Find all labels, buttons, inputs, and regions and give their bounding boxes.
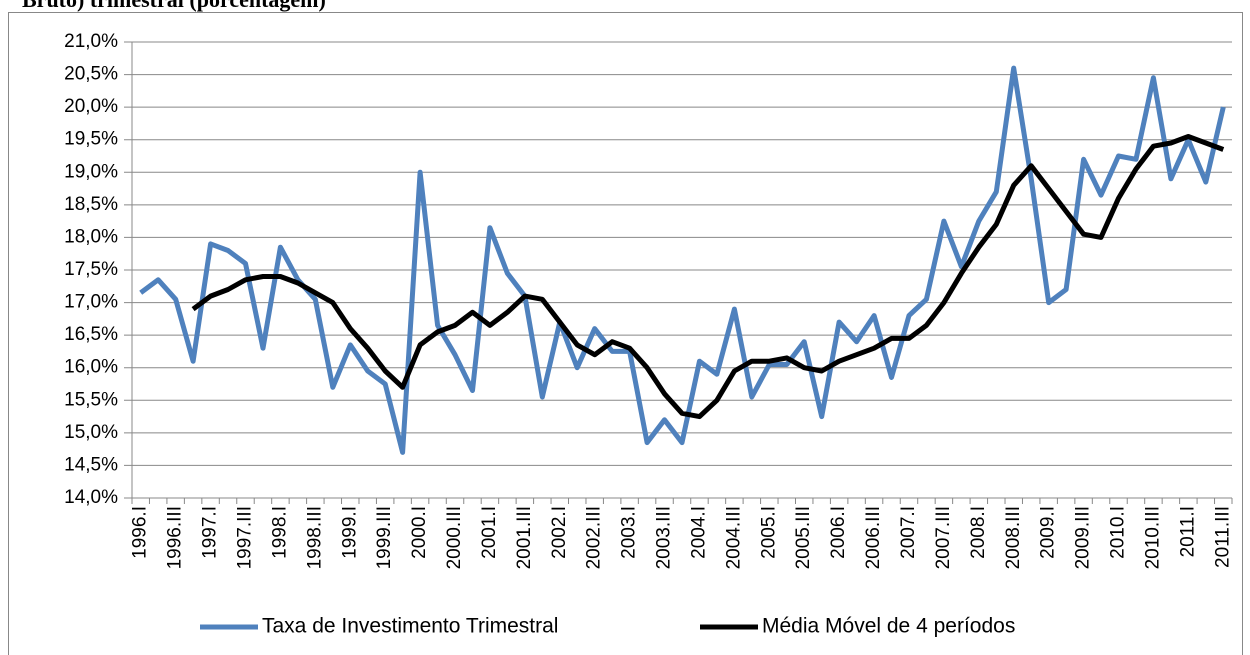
y-tick-label: 19,0%: [64, 161, 118, 182]
legend-label: Taxa de Investimento Trimestral: [262, 615, 558, 638]
x-tick-label: 2003.I: [619, 506, 640, 559]
x-tick-label: 2001.III: [514, 506, 535, 569]
x-tick-label: 1999.I: [339, 506, 360, 559]
x-tick-label: 1999.III: [374, 506, 395, 569]
x-tick-label: 2010.III: [1142, 506, 1163, 569]
y-tick-label: 19,5%: [64, 129, 118, 150]
y-tick-label: 20,0%: [64, 96, 118, 117]
y-tick-label: 14,0%: [64, 487, 118, 508]
x-tick-label: 1996.III: [165, 506, 186, 569]
x-tick-label: 2003.III: [654, 506, 675, 569]
series-line: [191, 134, 1225, 420]
x-tick-label: 2006.I: [828, 506, 849, 559]
x-tick-label: 2010.I: [1108, 506, 1129, 559]
y-tick-label: 20,5%: [64, 64, 118, 85]
x-tick-label: 1997.I: [200, 506, 221, 559]
x-tick-label: 2002.III: [584, 506, 605, 569]
x-tick-label: 1998.I: [269, 506, 290, 559]
legend-label: Média Móvel de 4 períodos: [762, 615, 1015, 638]
x-tick-label: 2009.III: [1073, 506, 1094, 569]
y-tick-label: 16,0%: [64, 357, 118, 378]
x-tick-label: 2006.III: [863, 506, 884, 569]
y-tick-label: 18,0%: [64, 226, 118, 247]
y-tick-label: 21,0%: [64, 31, 118, 52]
y-tick-label: 18,5%: [64, 194, 118, 215]
x-tick-label: 2005.III: [793, 506, 814, 569]
x-tick-label: 2000.I: [409, 506, 430, 559]
x-tick-label: 2008.III: [1003, 506, 1024, 569]
y-tick-label: 17,0%: [64, 292, 118, 313]
x-tick-label: 1996.I: [130, 506, 151, 559]
x-tick-label: 2011.I: [1177, 506, 1198, 557]
x-tick-label: 1997.III: [235, 506, 256, 569]
y-tick-label: 15,0%: [64, 422, 118, 443]
y-tick-label: 14,5%: [64, 454, 118, 475]
x-tick-label: 2001.I: [479, 506, 500, 559]
x-tick-label: 1998.III: [304, 506, 325, 569]
x-tick-label: 2004.I: [688, 506, 709, 559]
x-tick-label: 2009.I: [1038, 506, 1059, 559]
chart-border: [8, 12, 1243, 655]
y-tick-label: 16,5%: [64, 324, 118, 345]
x-tick-label: 2002.I: [549, 506, 570, 559]
x-tick-label: 2011.III: [1212, 506, 1233, 568]
series-line: [139, 65, 1226, 455]
x-tick-label: 2007.I: [898, 506, 919, 559]
x-tick-label: 2008.I: [968, 506, 989, 559]
x-tick-label: 2005.I: [758, 506, 779, 559]
y-tick-label: 15,5%: [64, 389, 118, 410]
x-tick-label: 2007.III: [933, 506, 954, 569]
x-tick-label: 2004.III: [723, 506, 744, 569]
x-tick-label: 2000.III: [444, 506, 465, 569]
y-tick-label: 17,5%: [64, 259, 118, 280]
chart-title: Bruto) trimestral (porcentagem): [22, 0, 326, 12]
